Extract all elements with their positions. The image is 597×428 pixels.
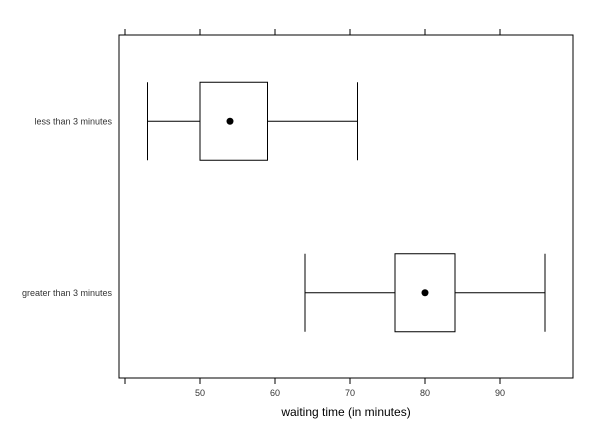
category-label: greater than 3 minutes: [22, 288, 113, 298]
iqr-box: [199, 81, 268, 161]
x-tick-label: 70: [345, 388, 355, 398]
bottom-ticks: [124, 378, 501, 384]
box-1: [147, 81, 358, 161]
box-2: [304, 253, 546, 333]
boxes-group: [147, 81, 546, 333]
top-ticks: [124, 29, 501, 35]
x-tick-label: 50: [195, 388, 205, 398]
category-label: less than 3 minutes: [34, 116, 112, 126]
x-axis-title: waiting time (in minutes): [280, 405, 410, 419]
iqr-box: [394, 253, 456, 333]
x-tick-label: 60: [270, 388, 280, 398]
x-tick-labels: 50 60 70 80 90: [195, 388, 505, 398]
median-dot: [421, 289, 429, 297]
x-tick-label: 90: [495, 388, 505, 398]
median-dot: [226, 117, 234, 125]
x-tick-label: 80: [420, 388, 430, 398]
plot-frame: [118, 34, 574, 379]
category-labels: less than 3 minutes greater than 3 minute…: [22, 116, 113, 298]
